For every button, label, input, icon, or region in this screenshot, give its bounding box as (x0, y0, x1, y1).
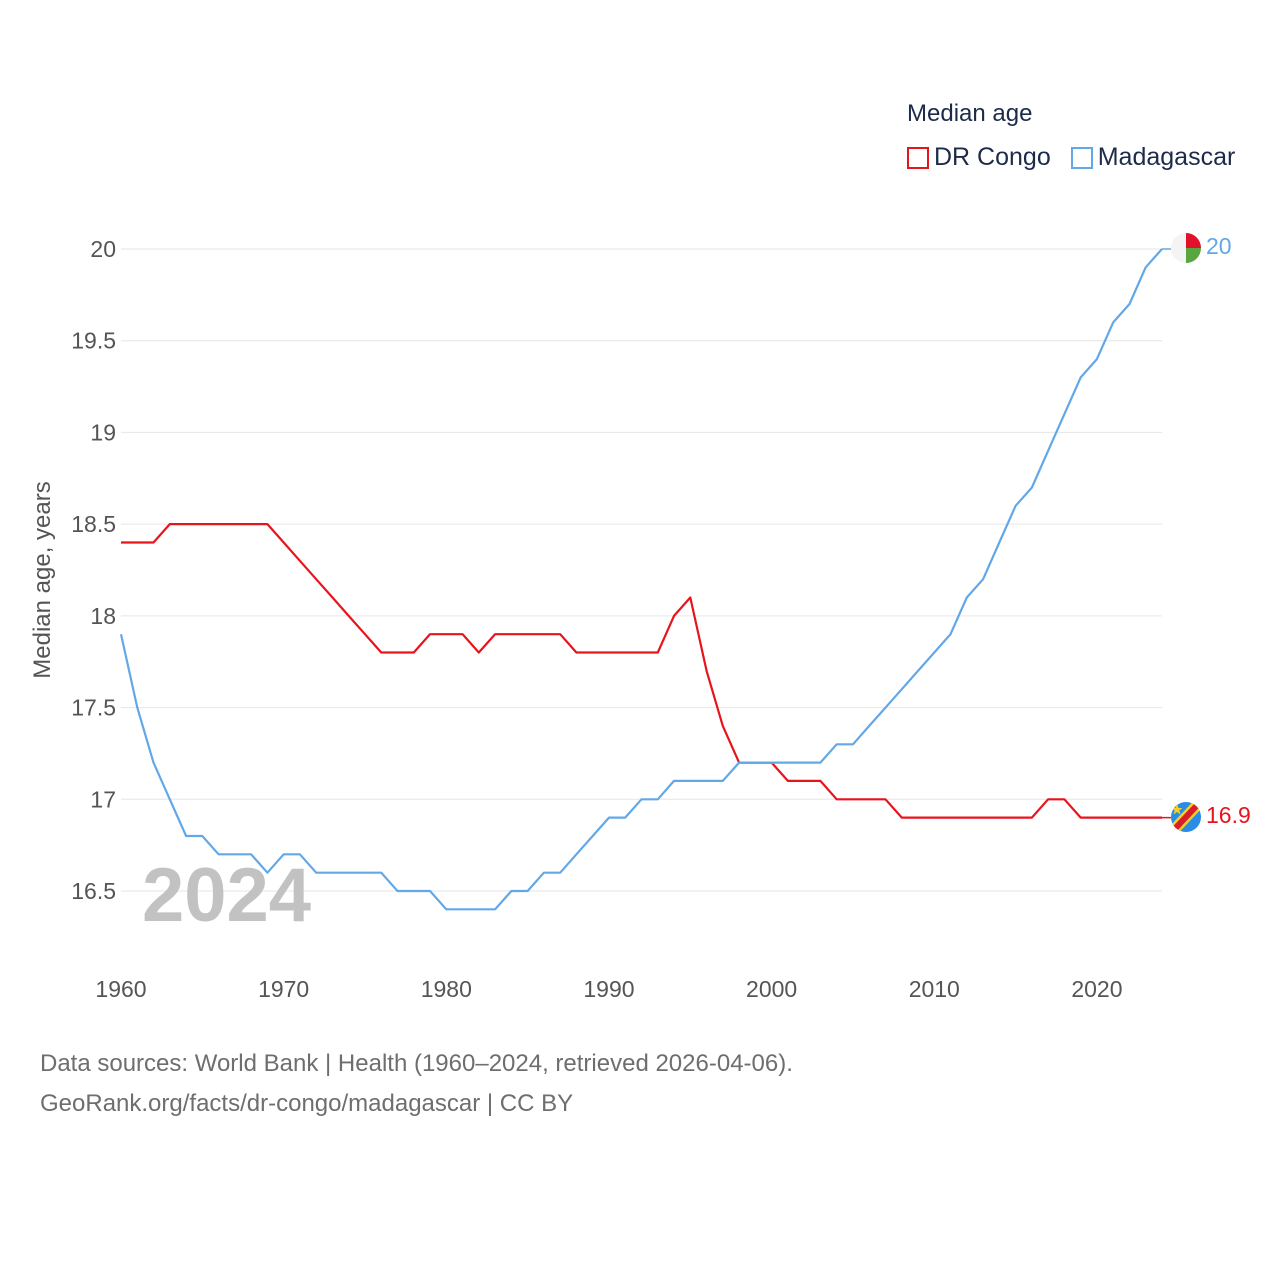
x-tick-label: 1990 (583, 976, 634, 1002)
madagascar-flag-icon (1171, 233, 1201, 263)
x-tick-label: 1970 (258, 976, 309, 1002)
y-tick-label: 18.5 (71, 511, 116, 537)
dr-congo-flag-icon (1171, 802, 1201, 832)
legend-label-madagascar: Madagascar (1097, 143, 1236, 171)
x-tick-label: 1980 (421, 976, 472, 1002)
y-axis-label: Median age, years (29, 481, 56, 678)
end-label-madagascar: 20 (1206, 233, 1232, 259)
legend-title: Median age (907, 100, 1033, 127)
y-tick-label: 17.5 (71, 695, 116, 721)
y-tick-label: 19 (90, 419, 116, 445)
legend-label-dr-congo: DR Congo (934, 143, 1051, 171)
source-line-2[interactable]: GeoRank.org/facts/dr-congo/madagascar | … (40, 1090, 574, 1117)
legend: DR Congo Madagascar (907, 143, 1235, 172)
y-tick-label: 17 (90, 786, 116, 812)
source-line-1: Data sources: World Bank | Health (1960–… (40, 1050, 793, 1077)
legend-item-madagascar[interactable]: Madagascar (1070, 143, 1236, 172)
end-label-dr-congo: 16.9 (1206, 802, 1251, 828)
y-tick-label: 18 (90, 603, 116, 629)
year-label: 2024 (142, 853, 311, 938)
series-line-madagascar[interactable] (119, 248, 1163, 911)
legend-item-dr-congo[interactable]: DR Congo (907, 143, 1051, 172)
series-line-dr-congo[interactable] (121, 522, 1162, 819)
y-tick-label: 19.5 (71, 328, 116, 354)
x-tick-label: 2000 (746, 976, 797, 1002)
legend-swatch-dr-congo (907, 146, 929, 169)
y-tick-label: 20 (90, 236, 116, 262)
x-tick-label: 1960 (95, 976, 146, 1002)
y-tick-label: 16.5 (71, 878, 116, 904)
source-note: Data sources: World Bank | Health (1960–… (40, 1044, 793, 1124)
x-tick-label: 2010 (909, 976, 960, 1002)
x-tick-label: 2020 (1071, 976, 1122, 1002)
legend-swatch-madagascar (1070, 146, 1093, 169)
